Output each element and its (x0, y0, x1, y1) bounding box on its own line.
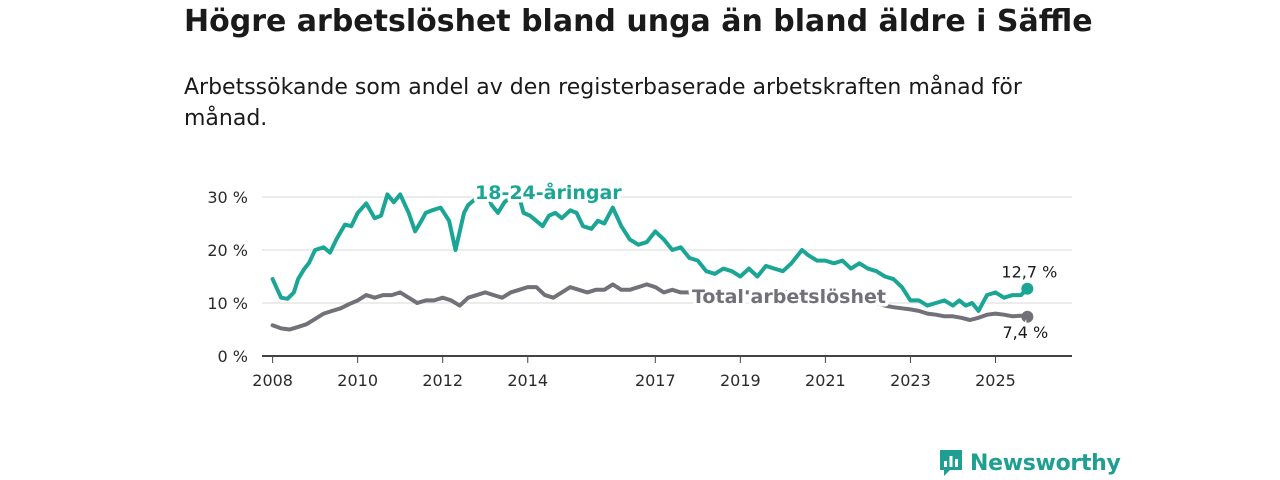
y-tick-label: 10 % (207, 294, 248, 313)
youth-end-point (1021, 282, 1034, 295)
chart-title: Högre arbetslöshet bland unga än bland ä… (184, 4, 1093, 39)
y-tick-label: 20 % (207, 241, 248, 260)
youth-series-label: 18-24-åringar (475, 180, 622, 204)
total-end-point (1021, 310, 1034, 323)
x-tick-label: 2010 (337, 371, 378, 390)
brand-logo: Newsworthy (938, 448, 1121, 478)
youth-series-line (270, 187, 1030, 313)
x-tick-label: 2023 (890, 371, 931, 390)
x-tick-label: 2021 (805, 371, 846, 390)
y-tick-label: 30 % (207, 188, 248, 207)
chart-subtitle: Arbetssökande som andel av den registerb… (184, 75, 1022, 131)
total-series-line (270, 282, 1030, 332)
x-tick-label: 2025 (975, 371, 1016, 390)
total-end-value-label: 7,4 % (1002, 323, 1048, 342)
y-tick-label: 0 % (218, 347, 248, 366)
newsworthy-logo-icon (940, 450, 962, 476)
x-tick-label: 2012 (422, 371, 463, 390)
x-tick-label: 2019 (720, 371, 761, 390)
total-series-label: Total arbetslöshet (692, 286, 886, 308)
x-tick-label: 2017 (635, 371, 676, 390)
x-tick-label: 2014 (507, 371, 548, 390)
x-tick-label: 2008 (252, 371, 293, 390)
brand-name: Newsworthy (970, 450, 1121, 476)
youth-end-value-label: 12,7 % (1001, 263, 1057, 282)
